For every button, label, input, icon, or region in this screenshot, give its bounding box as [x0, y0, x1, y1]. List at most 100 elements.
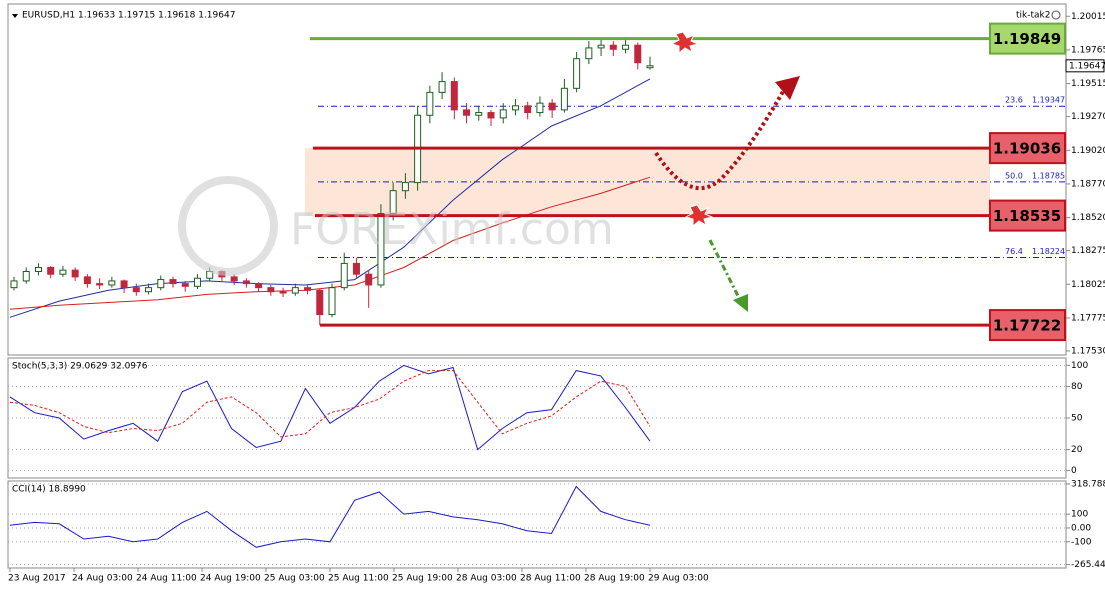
x-tick-label: 28 Aug 19:00 [584, 574, 645, 584]
y-tick-label: 1.19765 [1071, 45, 1105, 55]
y-tick-label: 0 [1071, 466, 1077, 476]
candle-body [609, 44, 617, 50]
y-tick-label: 1.18770 [1071, 179, 1105, 189]
y-tick-label: 100 [1071, 361, 1088, 371]
candle-body [499, 109, 507, 119]
fib-label: 23.6 [1005, 96, 1023, 105]
candle-body [622, 44, 630, 50]
candle-body [352, 262, 360, 275]
y-tick-label: 0.00 [1071, 523, 1091, 533]
y-tick-label: 1.20015 [1071, 12, 1105, 22]
y-tick-label: -100 [1071, 537, 1092, 547]
candle-body [83, 276, 91, 285]
candle-body [230, 276, 238, 282]
candle-body [59, 269, 67, 275]
starburst [670, 31, 700, 55]
level-label: 1.18535 [993, 207, 1061, 225]
candle-body [242, 280, 250, 285]
candle-body [634, 44, 642, 64]
x-tick-label: 24 Aug 03:00 [72, 574, 133, 584]
layer: 1.20015 1.19765 1.19515 1.19270 1.19020 1.187… [8, 12, 1105, 584]
candle-body [267, 287, 275, 293]
current-price-label: 1.19647 [1069, 61, 1105, 71]
bearish-path-arrow [708, 239, 742, 301]
level-label: 1.19036 [993, 140, 1061, 158]
watermark: FOREXimf.com [290, 204, 614, 255]
x-tick-label: 28 Aug 11:00 [520, 574, 581, 584]
x-tick-label: 23 Aug 2017 [8, 574, 66, 584]
y-tick-label: 1.17775 [1071, 313, 1105, 323]
candle-body [193, 277, 201, 287]
candle-body [597, 44, 605, 49]
candle-body [96, 283, 104, 286]
y-tick-label: 1.18025 [1071, 280, 1105, 290]
y-tick-label: 1.18275 [1071, 246, 1105, 256]
candle-body [22, 270, 30, 282]
candle-body [511, 105, 519, 111]
candle-body [524, 105, 532, 114]
candle-body [304, 287, 312, 291]
x-tick-label: 25 Aug 03:00 [264, 574, 325, 584]
candle-body [438, 81, 446, 93]
fib-value: 1.18785 [1032, 171, 1065, 180]
level-box [989, 132, 1066, 165]
candle-body [401, 182, 409, 192]
account-icon [1051, 10, 1061, 20]
symbol-header: EURUSD,H1 1.19633 1.19715 1.19618 1.1964… [22, 11, 235, 21]
account-name: tik-tak2 [1016, 11, 1050, 21]
y-tick-label: -265.443 [1071, 560, 1105, 570]
indicator-line [9, 78, 651, 318]
candle-body [450, 81, 458, 111]
x-tick-label: 24 Aug 19:00 [200, 574, 261, 584]
candle-body [316, 289, 324, 316]
indicator-title: CCI(14) 18.8990 [12, 485, 86, 495]
candle-body [34, 266, 42, 272]
y-tick-label: 50 [1071, 414, 1083, 424]
x-tick-label: 28 Aug 03:00 [456, 574, 517, 584]
candle-body [169, 279, 177, 285]
fib-label: 76.4 [1005, 247, 1023, 256]
y-tick-label: 318.7884 [1071, 479, 1105, 489]
candle-body [340, 262, 348, 289]
y-tick-label: 1.19515 [1071, 79, 1105, 89]
candle-body [463, 109, 471, 116]
candle-body [279, 291, 287, 294]
indicator-title: Stoch(5,3,3) 29.0629 32.0976 [12, 362, 148, 372]
fib-label: 50.0 [1005, 171, 1023, 180]
candle-body [646, 65, 654, 69]
candle-body [181, 283, 189, 287]
candle-body [10, 280, 18, 289]
bullish-path-arrow [654, 87, 787, 191]
y-tick-label: 1.18520 [1071, 213, 1105, 223]
cci-panel [7, 480, 1067, 569]
level-box [989, 199, 1066, 232]
level-box [989, 309, 1066, 342]
y-tick-label: 80 [1071, 382, 1083, 392]
arrow-head [775, 76, 800, 100]
candle-body [291, 287, 299, 294]
level-label: 1.19849 [993, 30, 1061, 48]
y-tick-label: 1.19270 [1071, 112, 1105, 122]
candle-body [377, 213, 385, 286]
candle-body [328, 287, 336, 316]
starburst [684, 204, 714, 228]
price-panel [7, 3, 1067, 356]
candle-body [487, 112, 495, 119]
y-tick-label: 1.19020 [1071, 146, 1105, 156]
candle-body [560, 87, 568, 111]
menu-arrow[interactable] [12, 14, 18, 18]
candle-body [71, 269, 79, 278]
candle-body [573, 58, 581, 89]
fib-value: 1.19347 [1032, 96, 1065, 105]
candle-body [145, 287, 153, 293]
candle-body [255, 283, 263, 289]
y-tick-label: 1.17530 [1071, 346, 1105, 356]
indicator-line [9, 485, 651, 548]
candle-body [389, 190, 397, 215]
fib-value: 1.18224 [1032, 247, 1065, 256]
candle-body [475, 112, 483, 116]
watermark-logo [178, 176, 278, 276]
y-tick-label: 20 [1071, 445, 1083, 455]
